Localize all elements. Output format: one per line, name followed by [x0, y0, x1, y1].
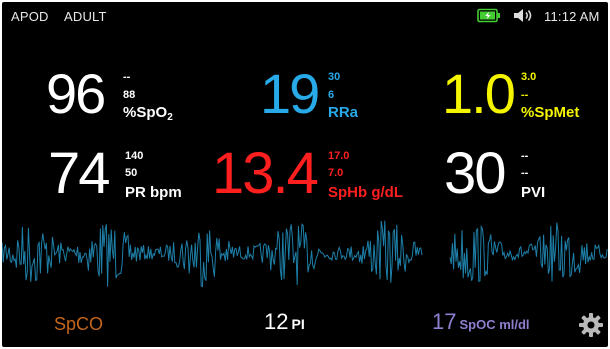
spmet-high-limit: 3.0: [521, 71, 537, 83]
spo2-value[interactable]: 96: [46, 62, 106, 125]
pvi-high-limit: --: [521, 150, 529, 162]
pr-high-limit: 140: [125, 150, 144, 162]
spoc-parameter[interactable]: 17 SpOC ml/dl: [432, 309, 530, 335]
spmet-low-limit: --: [521, 89, 529, 101]
battery-charging-icon: [477, 8, 501, 28]
spmet-value[interactable]: 1.0: [442, 62, 516, 125]
spmet-label: %SpMet: [521, 104, 580, 121]
sphb-value[interactable]: 13.4: [212, 141, 319, 206]
spo2-low-limit: 88: [123, 89, 136, 101]
pvi-value[interactable]: 30: [444, 141, 506, 206]
sphb-label: SpHb g/dL: [328, 184, 403, 201]
spoc-label: SpOC ml/dl: [459, 317, 530, 332]
pvi-low-limit: --: [521, 167, 529, 179]
clock: 11:12 AM: [544, 9, 600, 24]
speaker-volume-icon[interactable]: [513, 8, 535, 28]
mode-label[interactable]: APOD: [11, 9, 49, 24]
waveform-segment: [449, 222, 608, 282]
pr-low-limit: 50: [125, 167, 138, 179]
rra-label: RRa: [328, 104, 359, 121]
pr-value[interactable]: 74: [48, 141, 110, 206]
gear-icon[interactable]: [578, 312, 604, 343]
sphb-low-limit: 7.0: [328, 167, 344, 179]
rra-low-limit: 6: [328, 89, 335, 101]
rra-high-limit: 30: [328, 71, 341, 83]
pleth-waveform: [2, 220, 608, 288]
spco-label[interactable]: SpCO: [54, 314, 104, 334]
pvi-label: PVI: [521, 184, 546, 201]
pi-label: PI: [291, 316, 305, 332]
spoc-value: 17: [432, 309, 457, 334]
sphb-high-limit: 17.0: [328, 150, 350, 162]
pi-value: 12: [264, 309, 289, 334]
patient-type-label[interactable]: ADULT: [64, 9, 107, 24]
pr-label: PR bpm: [125, 184, 182, 201]
pi-parameter[interactable]: 12 PI: [264, 309, 305, 335]
spo2-high-limit: --: [123, 71, 131, 83]
spo2-label: %SpO2: [123, 104, 173, 123]
waveform-segment: [2, 220, 423, 288]
rra-value[interactable]: 19: [260, 62, 320, 125]
